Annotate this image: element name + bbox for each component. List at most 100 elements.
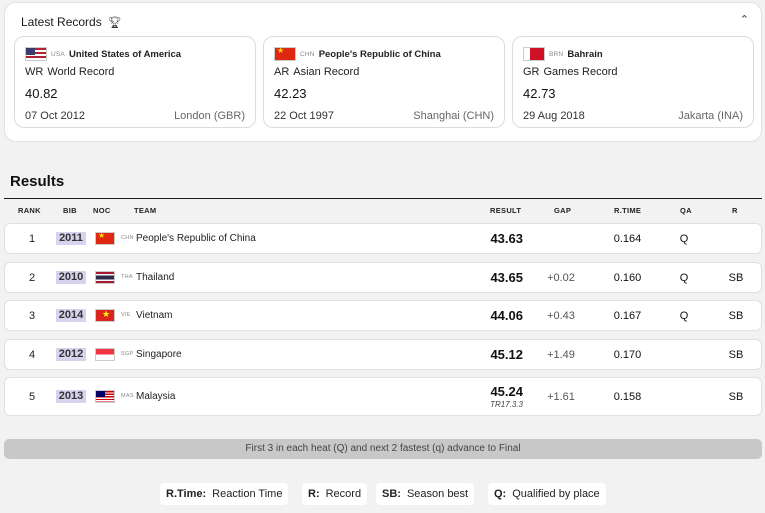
chn-flag-icon	[95, 232, 115, 245]
record-type-label: World Record	[47, 66, 115, 78]
gap: +0.43	[547, 310, 575, 322]
legend-record: R: Record	[302, 483, 368, 505]
legend-reaction-time: R.Time: Reaction Time	[160, 483, 289, 505]
chn-flag-icon	[274, 47, 296, 61]
team-name: Malaysia	[136, 391, 176, 402]
table-row[interactable]: 5 2013 MAS Malaysia 45.24 TR17.3.3 +1.61…	[4, 377, 762, 416]
result-time: 43.65	[490, 270, 523, 285]
legend-key: R:	[308, 488, 320, 500]
usa-flag-icon	[25, 47, 47, 61]
results-title: Results	[10, 173, 65, 190]
rank: 4	[29, 349, 36, 361]
legend-key: R.Time:	[166, 488, 207, 500]
record-type: WR World Record	[25, 66, 114, 78]
gap: +1.61	[547, 391, 575, 403]
gap: +1.49	[547, 349, 575, 361]
record-abbr: WR	[25, 66, 44, 78]
latest-records-title: Latest Records	[21, 15, 102, 29]
country-name: United States of America	[68, 48, 182, 60]
qualification-note: First 3 in each heat (Q) and next 2 fast…	[4, 439, 762, 459]
record-card-world: USA United States of America WR World Rec…	[14, 36, 256, 128]
record-mark: SB	[728, 391, 744, 403]
col-team: TEAM	[134, 206, 157, 215]
record-mark: SB	[728, 272, 744, 284]
table-row[interactable]: 1 2011 CHN People's Republic of China 43…	[4, 223, 762, 254]
result-time: 45.24	[490, 384, 523, 399]
record-venue: Jakarta (INA)	[678, 110, 743, 122]
noc-code: CHN	[300, 50, 315, 58]
rank: 5	[29, 391, 36, 403]
record-type-label: Games Record	[543, 66, 618, 78]
results-column-headers: RANK BIB NOC TEAM RESULT GAP R.TIME QA R	[4, 206, 762, 218]
record-type-label: Asian Record	[293, 66, 360, 78]
legend-key: Q:	[494, 488, 507, 500]
col-rank: RANK	[18, 206, 41, 215]
col-gap: GAP	[554, 206, 572, 215]
bib-badge: 2013	[56, 390, 86, 403]
table-row[interactable]: 2 2010 THA Thailand 43.65 +0.02 0.160 Q …	[4, 262, 762, 293]
reaction-time: 0.160	[613, 272, 642, 284]
legend-value: Record	[325, 488, 362, 500]
legend-value: Qualified by place	[512, 488, 600, 500]
record-date: 07 Oct 2012	[25, 110, 85, 122]
col-qa: QA	[680, 206, 692, 215]
tha-flag-icon	[95, 271, 115, 284]
noc-code: MAS	[121, 393, 134, 399]
qualification-mark: Q	[679, 233, 689, 245]
rank: 1	[29, 233, 36, 245]
latest-records-panel: Latest Records 🏆︎ ⌃ USA United States of…	[4, 2, 762, 142]
country-name: Bahrain	[567, 48, 603, 60]
legend-qualified: Q: Qualified by place	[488, 483, 606, 505]
record-value: 40.82	[25, 86, 58, 101]
divider	[4, 198, 762, 199]
sgp-flag-icon	[95, 348, 115, 361]
result-time: 43.63	[490, 231, 523, 246]
result-time: 45.12	[490, 347, 523, 362]
col-result: RESULT	[490, 206, 522, 215]
record-abbr: GR	[523, 66, 540, 78]
col-noc: NOC	[93, 206, 111, 215]
legend-season-best: SB: Season best	[376, 483, 475, 505]
qualification-mark: Q	[679, 310, 689, 322]
noc-code: CHN	[121, 235, 134, 241]
bib-badge: 2010	[56, 271, 86, 284]
bib-badge: 2011	[56, 232, 86, 245]
chevron-up-icon[interactable]: ⌃	[739, 14, 749, 26]
record-date: 29 Aug 2018	[523, 110, 585, 122]
col-r: R	[732, 206, 738, 215]
record-value: 42.23	[274, 86, 307, 101]
reaction-time: 0.170	[613, 349, 642, 361]
rank: 3	[29, 310, 36, 322]
country-name: People's Republic of China	[318, 48, 441, 60]
record-venue: Shanghai (CHN)	[413, 110, 494, 122]
record-type: GR Games Record	[523, 66, 617, 78]
rank: 2	[29, 272, 36, 284]
noc-code: THA	[121, 274, 133, 280]
latest-records-header[interactable]: Latest Records 🏆︎	[21, 15, 122, 29]
record-card-games: BRN Bahrain GR Games Record 42.73 29 Aug …	[512, 36, 754, 128]
noc-code: SGP	[121, 351, 134, 357]
reaction-time: 0.164	[613, 233, 642, 245]
record-mark: SB	[728, 349, 744, 361]
team-name: Thailand	[136, 272, 175, 283]
mas-flag-icon	[95, 390, 115, 403]
col-bib: BIB	[63, 206, 77, 215]
noc-code: BRN	[549, 50, 564, 58]
table-row[interactable]: 3 2014 VIE Vietnam 44.06 +0.43 0.167 Q S…	[4, 300, 762, 331]
team-name: People's Republic of China	[136, 233, 256, 244]
legend-value: Season best	[406, 488, 469, 500]
table-row[interactable]: 4 2012 SGP Singapore 45.12 +1.49 0.170 S…	[4, 339, 762, 370]
record-venue: London (GBR)	[174, 110, 245, 122]
qualification-mark: Q	[679, 272, 689, 284]
noc-code: VIE	[121, 312, 131, 318]
record-abbr: AR	[274, 66, 290, 78]
brn-flag-icon	[523, 47, 545, 61]
team-name: Singapore	[136, 349, 182, 360]
noc-code: USA	[51, 50, 65, 58]
reaction-time: 0.158	[613, 391, 642, 403]
record-value: 42.73	[523, 86, 556, 101]
reaction-time: 0.167	[613, 310, 642, 322]
team-name: Vietnam	[136, 310, 173, 321]
record-date: 22 Oct 1997	[274, 110, 334, 122]
